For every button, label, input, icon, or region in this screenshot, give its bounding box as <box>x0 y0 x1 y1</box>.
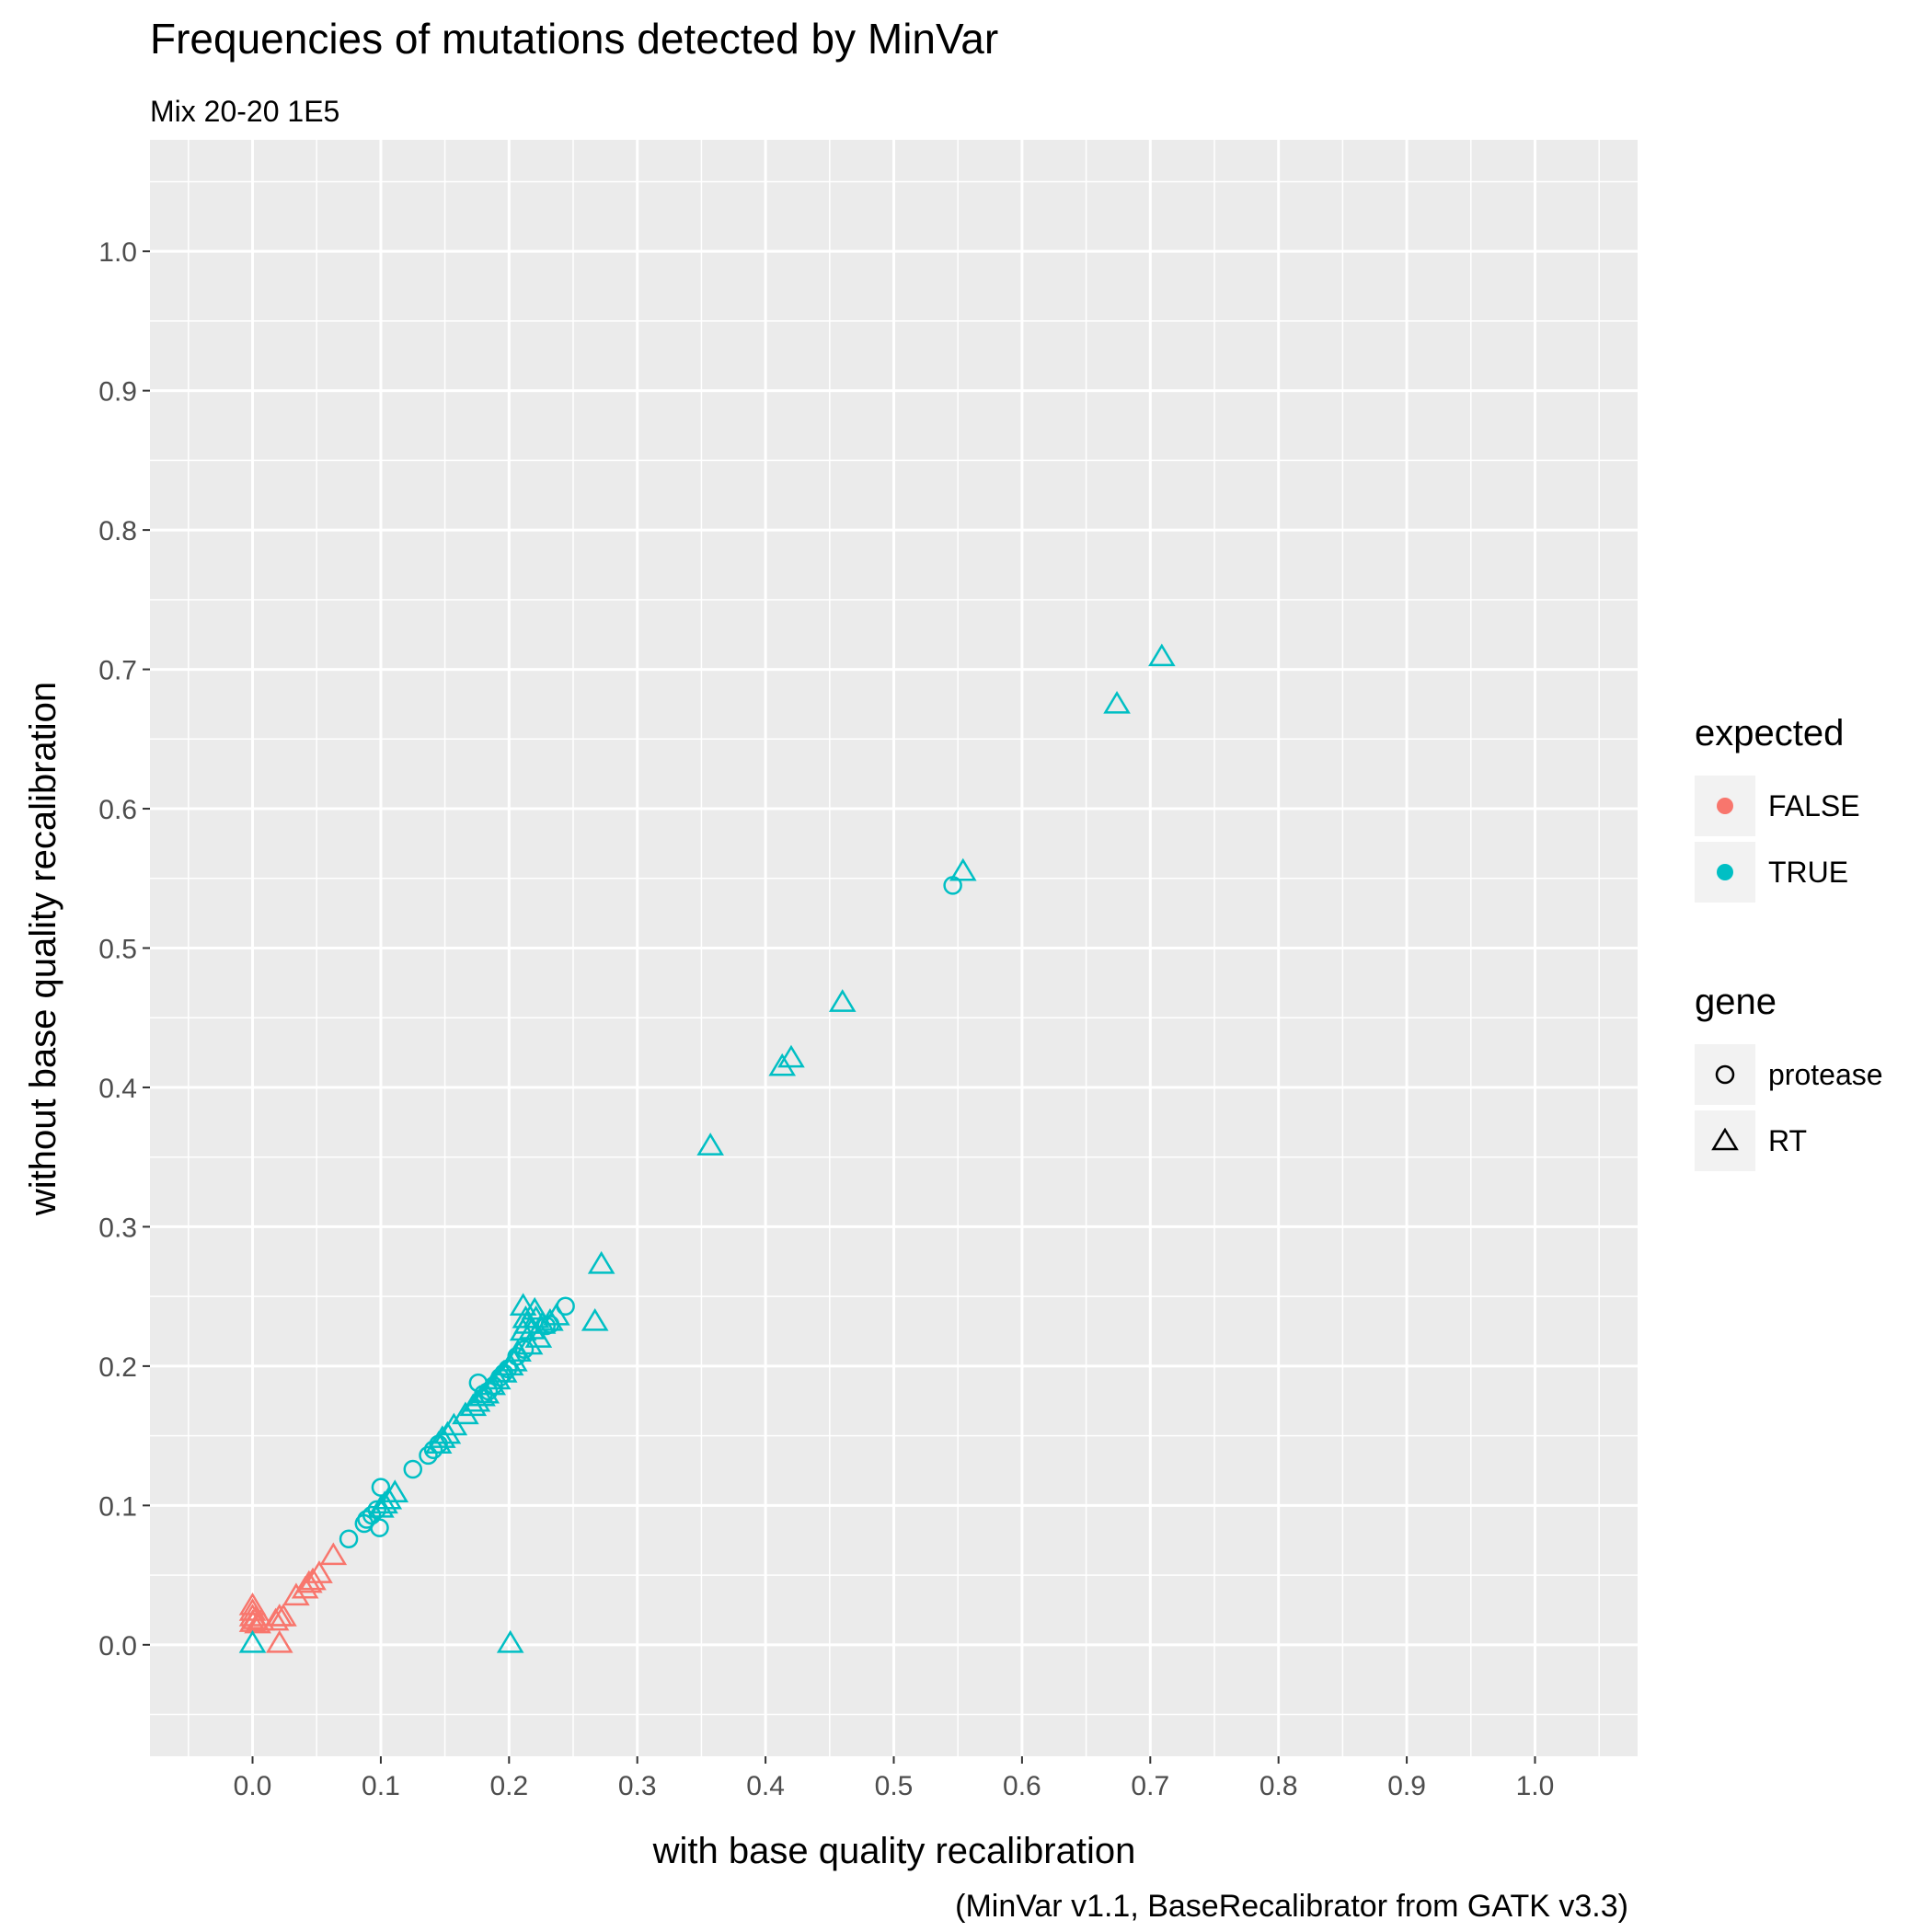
data-point-rt <box>374 1486 403 1510</box>
data-point-rt <box>587 1250 615 1274</box>
data-point-rt <box>828 989 857 1012</box>
x-tick-label: 0.5 <box>875 1771 914 1801</box>
data-point-rt <box>489 1360 518 1383</box>
data-point-rt <box>1103 691 1131 714</box>
data-point-protease <box>403 1459 423 1479</box>
legend-swatch-true <box>1717 864 1733 880</box>
data-point-protease <box>357 1510 376 1529</box>
data-point-rt <box>483 1366 512 1390</box>
chart-title: Frequencies of mutations detected by Min… <box>150 15 998 63</box>
data-point-rt <box>440 1412 468 1436</box>
data-point-rt <box>452 1401 479 1425</box>
legend-key <box>1695 1044 1755 1105</box>
data-point-rt <box>696 1133 724 1156</box>
data-point-rt <box>244 1610 271 1634</box>
chart-caption: (MinVar v1.1, BaseRecalibrator from GATK… <box>955 1889 1628 1924</box>
data-point-rt <box>949 857 977 881</box>
data-point-protease <box>339 1529 359 1548</box>
data-point-rt <box>299 1567 327 1591</box>
legend-label-rt: RT <box>1768 1124 1807 1157</box>
data-points <box>238 643 1176 1653</box>
data-point-rt <box>528 1311 557 1334</box>
legend-label-false: FALSE <box>1768 789 1860 822</box>
y-axis-label: without base quality recalibration <box>23 682 63 1216</box>
y-tick-label: 0.3 <box>98 1213 137 1243</box>
x-tick-label: 0.8 <box>1259 1771 1298 1801</box>
data-point-rt <box>478 1372 506 1396</box>
legend-key <box>1695 1110 1755 1171</box>
legend-title-gene: gene <box>1695 982 1777 1022</box>
y-tick-label: 0.4 <box>98 1074 137 1104</box>
data-point-rt <box>381 1479 409 1502</box>
data-point-rt <box>429 1425 456 1448</box>
data-point-rt <box>265 1629 293 1653</box>
data-point-rt <box>512 1305 540 1328</box>
chart-subtitle: Mix 20-20 1E5 <box>150 95 339 128</box>
axis-ticks: 0.0 0.1 0.2 0.3 0.4 0.5 0.6 0.7 0.8 0.9 1.0 0.0 0.1 0… <box>98 237 1554 1801</box>
y-tick-label: 0.8 <box>98 516 137 546</box>
x-tick-label: 0.6 <box>1003 1771 1041 1801</box>
y-tick-label: 0.5 <box>98 935 137 965</box>
data-point-rt <box>1148 643 1176 667</box>
data-point-protease <box>367 1500 386 1520</box>
x-tick-label: 0.3 <box>618 1771 657 1801</box>
legend-circle-icon <box>1715 1064 1735 1085</box>
data-point-rt <box>282 1582 310 1606</box>
data-point-rt <box>319 1542 348 1566</box>
data-point-rt <box>536 1307 564 1331</box>
data-point-rt <box>543 1302 570 1326</box>
x-axis-label: with base quality recalibration <box>652 1831 1136 1871</box>
y-tick-label: 0.1 <box>98 1491 137 1522</box>
y-tick-label: 0.2 <box>98 1352 137 1383</box>
legend-label-true: TRUE <box>1768 856 1848 889</box>
data-point-rt <box>496 1629 524 1653</box>
x-tick-label: 0.9 <box>1387 1771 1426 1801</box>
legend-triangle-icon <box>1711 1127 1739 1151</box>
data-point-rt <box>513 1311 541 1334</box>
data-point-protease <box>419 1445 438 1466</box>
data-point-rt <box>305 1560 333 1583</box>
y-tick-label: 0.7 <box>98 656 137 686</box>
legend-swatch-false <box>1717 798 1733 814</box>
grid-lines <box>150 140 1638 1756</box>
data-point-rt <box>581 1307 609 1331</box>
data-point-rt <box>270 1604 297 1627</box>
x-tick-label: 0.4 <box>746 1771 785 1801</box>
data-point-rt <box>504 1339 532 1362</box>
y-tick-label: 1.0 <box>98 237 137 268</box>
y-tick-label: 0.9 <box>98 377 137 408</box>
data-point-rt <box>468 1383 496 1407</box>
data-point-rt <box>433 1420 462 1444</box>
data-point-rt <box>247 1607 276 1631</box>
x-tick-label: 1.0 <box>1516 1771 1555 1801</box>
legend-label-protease: protease <box>1768 1058 1883 1091</box>
data-point-rt <box>238 1629 267 1653</box>
x-tick-label: 0.1 <box>362 1771 400 1801</box>
data-point-rt <box>524 1325 553 1348</box>
data-point-protease <box>370 1518 389 1537</box>
data-point-rt <box>777 1044 805 1068</box>
data-point-rt <box>768 1052 797 1076</box>
legend-title-expected: expected <box>1695 713 1844 753</box>
data-point-rt <box>509 1293 537 1317</box>
data-point-rt <box>521 1296 548 1320</box>
data-point-rt <box>515 1331 544 1355</box>
y-tick-label: 0.6 <box>98 795 137 825</box>
y-tick-label: 0.0 <box>98 1631 137 1662</box>
x-tick-label: 0.2 <box>489 1771 528 1801</box>
x-tick-label: 0.0 <box>234 1771 272 1801</box>
legend: expected FALSE TRUE gene protease RT <box>1695 713 1883 1171</box>
data-point-rt <box>472 1380 500 1404</box>
data-point-rt <box>463 1388 491 1412</box>
x-tick-label: 0.7 <box>1131 1771 1169 1801</box>
